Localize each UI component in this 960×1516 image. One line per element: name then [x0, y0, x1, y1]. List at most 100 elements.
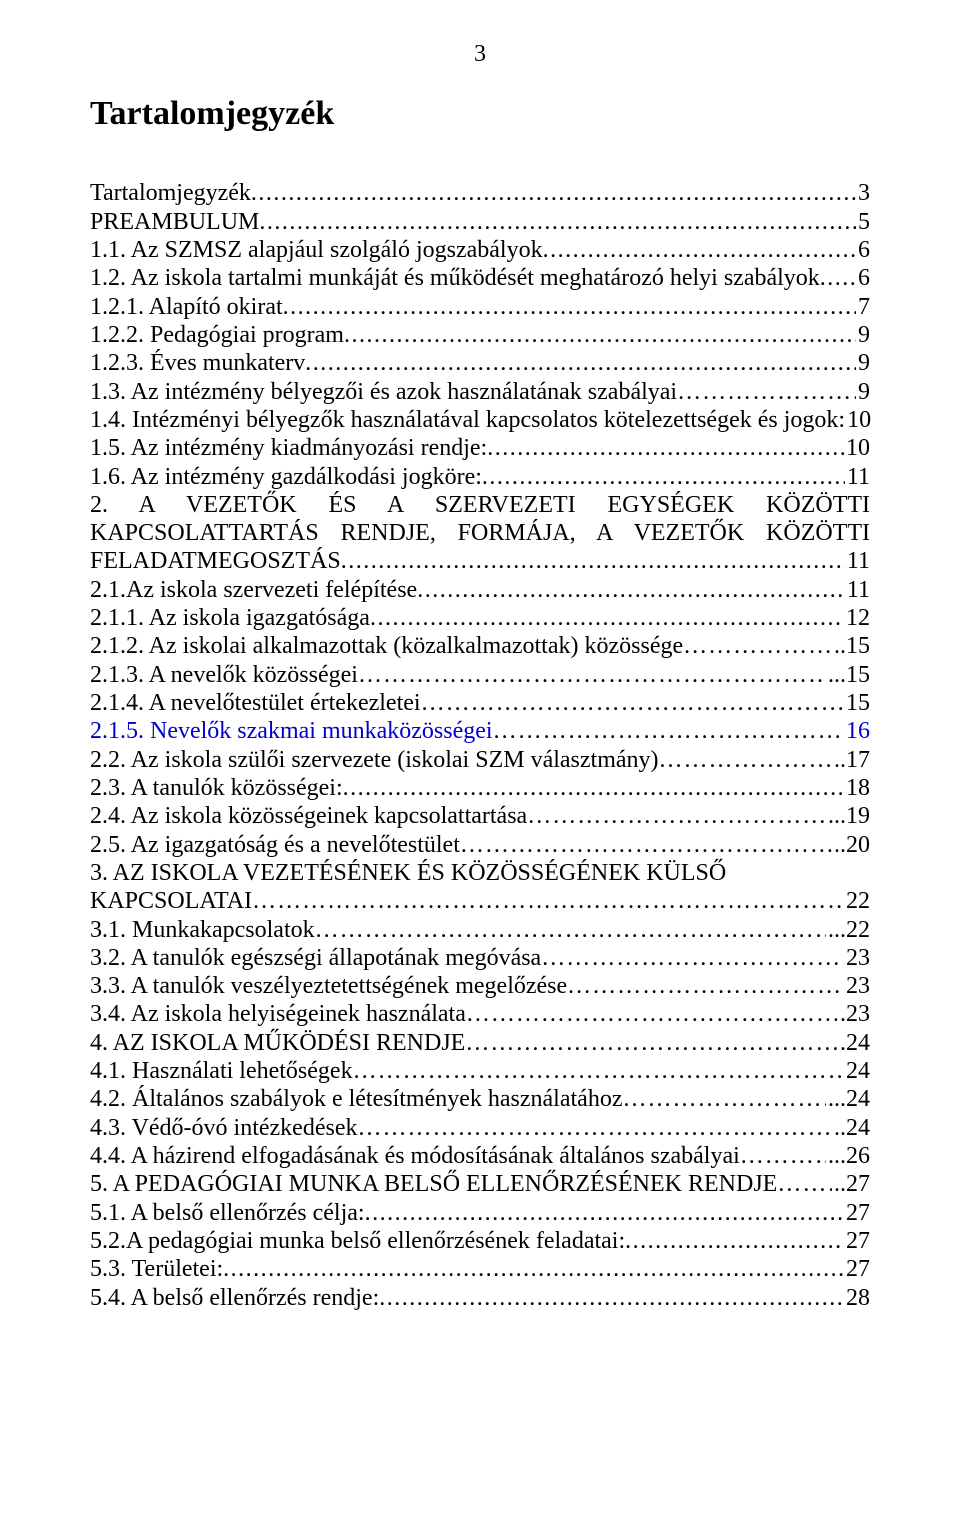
toc-page-number: ...26 [826, 1142, 870, 1170]
toc-entry: 4. AZ ISKOLA MŰKÖDÉSI RENDJE ……………………………… [90, 1029, 870, 1057]
toc-page-number: 15 [844, 689, 870, 717]
document-page: 3 Tartalomjegyzék Tartalomjegyzék.......… [0, 0, 960, 1362]
toc-entry: 2.5. Az igazgatóság és a nevelőtestület … [90, 831, 870, 859]
toc-leader: …………………………………………………………………………………………………………… [315, 916, 826, 944]
toc-entry: 3.2. A tanulók egészségi állapotának meg… [90, 944, 870, 972]
toc-page-number: 6 [856, 236, 870, 264]
toc-leader: …………………………………………………………………………………………………………… [493, 717, 844, 745]
toc-leader: …………………………………………………………………………………………………………… [541, 944, 844, 972]
toc-page-number: 23 [844, 944, 870, 972]
toc-label: 3.1. Munkakapcsolatok [90, 916, 315, 944]
toc-label: 1.2.3. Éves munkaterv [90, 349, 305, 377]
toc-page-number: 18 [844, 774, 870, 802]
toc-leader: ........................................… [487, 434, 844, 462]
toc-entry: 5.4. A belső ellenőrzés rendje:.........… [90, 1284, 870, 1312]
toc-page-number: .23 [838, 1000, 870, 1028]
toc-leader: …………………………………………………………………………………………………………… [659, 746, 832, 774]
toc-label: 2.2. Az iskola szülői szervezete (iskola… [90, 746, 659, 774]
toc-label: 2.1.1. Az iskola igazgatósága [90, 604, 370, 632]
toc-label: 1.2.1. Alapító okirat [90, 293, 283, 321]
toc-entry: 4.2. Általános szabályok e létesítmények… [90, 1085, 870, 1113]
toc-entry: 1.6. Az intézmény gazdálkodási jogköre:.… [90, 463, 870, 491]
toc-label: 2.1.3. A nevelők közösségei [90, 661, 358, 689]
toc-label: 4.1. Használati lehetőségek [90, 1057, 353, 1085]
toc-label: 5.1. A belső ellenőrzés célja: [90, 1199, 365, 1227]
toc-page-number: ...22 [826, 916, 870, 944]
table-of-contents: Tartalomjegyzék.........................… [90, 179, 870, 1312]
toc-label: 1.2.2. Pedagógiai program [90, 321, 344, 349]
toc-label: Tartalomjegyzék [90, 179, 251, 207]
toc-label: 1.6. Az intézmény gazdálkodási jogköre: [90, 463, 482, 491]
toc-page-number: ..20 [832, 831, 870, 859]
toc-leader: …………………………………………………………………………………………………………… [567, 972, 844, 1000]
toc-entry: 2.1.2. Az iskolai alkalmazottak (közalka… [90, 632, 870, 660]
toc-entry: Tartalomjegyzék.........................… [90, 179, 870, 207]
toc-leader: …………………………………………………………………………………………………………… [777, 1170, 832, 1198]
toc-leader: …………………………………………………………………………………………………………… [466, 1000, 838, 1028]
toc-label: 4.3. Védő-óvó intézkedések [90, 1114, 357, 1142]
toc-label: 1.1. Az SZMSZ alapjául szolgáló jogszabá… [90, 236, 543, 264]
toc-leader: ........................................… [625, 1227, 844, 1255]
toc-label: 3.2. A tanulók egészségi állapotának meg… [90, 944, 541, 972]
toc-page-number: 27 [844, 1227, 870, 1255]
toc-leader: …………………………………………………………………………………………………………… [677, 378, 856, 406]
toc-label: 5. A PEDAGÓGIAI MUNKA BELSŐ ELLENŐRZÉSÉN… [90, 1170, 777, 1198]
toc-label: FELADATMEGOSZTÁS [90, 547, 341, 575]
toc-label: 5.4. A belső ellenőrzés rendje: [90, 1284, 379, 1312]
toc-leader: …………………………………………………………………………………………………………… [353, 1057, 844, 1085]
toc-entry: 2.1.5. Nevelők szakmai munkaközösségei …… [90, 717, 870, 745]
toc-leader: ........................................… [344, 321, 856, 349]
toc-entry: 2.3. A tanulók közösségei:..............… [90, 774, 870, 802]
toc-entry: 1.5. Az intézmény kiadmányozási rendje:.… [90, 434, 870, 462]
toc-leader: ........................................… [283, 293, 856, 321]
toc-leader: …………………………………………………………………………………………………………… [460, 831, 832, 859]
toc-leader: …………………………………………………………………………………………………………… [622, 1085, 826, 1113]
toc-page-number: 23 [844, 972, 870, 1000]
toc-label: 2.4. Az iskola közösségeinek kapcsolatta… [90, 802, 527, 830]
toc-page-number: 22 [844, 887, 870, 915]
toc-leader: ........................................… [305, 349, 856, 377]
page-title: Tartalomjegyzék [90, 94, 870, 134]
toc-leader: …………………………………………………………………………………………………………… [421, 689, 844, 717]
toc-entry: 4.4. A házirend elfogadásának és módosít… [90, 1142, 870, 1170]
toc-page-number: 27 [844, 1199, 870, 1227]
toc-entry: 2.1.4. A nevelőtestület értekezletei…………… [90, 689, 870, 717]
toc-entry: 1.3. Az intézmény bélyegzői és azok hasz… [90, 378, 870, 406]
toc-page-number: 10 [844, 434, 870, 462]
toc-entry: PREAMBULUM..............................… [90, 208, 870, 236]
toc-page-number: 5 [856, 208, 870, 236]
toc-leader: ........................................… [482, 463, 845, 491]
page-number: 3 [90, 40, 870, 68]
toc-page-number: 12 [844, 604, 870, 632]
toc-label: 1.5. Az intézmény kiadmányozási rendje: [90, 434, 487, 462]
toc-entry: 2.2. Az iskola szülői szervezete (iskola… [90, 746, 870, 774]
toc-entry: 1.1. Az SZMSZ alapjául szolgáló jogszabá… [90, 236, 870, 264]
toc-label[interactable]: 2.1.5. Nevelők szakmai munkaközösségei [90, 717, 493, 745]
toc-page-number: ..24 [832, 1114, 870, 1142]
toc-leader: ........................................… [251, 179, 856, 207]
toc-entry: 3.3. A tanulók veszélyeztetettségének me… [90, 972, 870, 1000]
toc-page-number: 28 [844, 1284, 870, 1312]
toc-entry: 3.1. Munkakapcsolatok…………………………………………………… [90, 916, 870, 944]
toc-page-number: 10 [845, 406, 871, 434]
toc-entry: 1.2.1. Alapító okirat...................… [90, 293, 870, 321]
toc-leader: …………………………………………………………………………………………………………… [740, 1142, 826, 1170]
toc-line: KAPCSOLATTARTÁS RENDJE, FORMÁJA, A VEZET… [90, 519, 870, 547]
toc-label: 1.3. Az intézmény bélyegzői és azok hasz… [90, 378, 677, 406]
toc-entry: 1.4. Intézményi bélyegzők használatával … [90, 406, 870, 434]
toc-leader: …………………………………………………………………………………………………………… [527, 802, 826, 830]
toc-label: 3.3. A tanulók veszélyeztetettségének me… [90, 972, 567, 1000]
toc-entry: 2.4. Az iskola közösségeinek kapcsolatta… [90, 802, 870, 830]
toc-page-number: 27 [844, 1255, 870, 1283]
toc-page-number: 11 [845, 463, 870, 491]
toc-leader: …………………………………………………………………………………………………………… [357, 1114, 832, 1142]
toc-entry: 5.1. A belső ellenőrzés célja:..........… [90, 1199, 870, 1227]
toc-leader: ........................................… [543, 236, 856, 264]
toc-leader: ........................................… [223, 1255, 844, 1283]
toc-leader: ........................................… [370, 604, 844, 632]
toc-entry: 4.1. Használati lehetőségek ………………………………… [90, 1057, 870, 1085]
toc-leader: ........................................… [343, 774, 844, 802]
toc-line: 2. A VEZETŐK ÉS A SZERVEZETI EGYSÉGEK KÖ… [90, 491, 870, 519]
toc-label: 4. AZ ISKOLA MŰKÖDÉSI RENDJE [90, 1029, 465, 1057]
toc-label: 5.2.A pedagógiai munka belső ellenőrzésé… [90, 1227, 625, 1255]
